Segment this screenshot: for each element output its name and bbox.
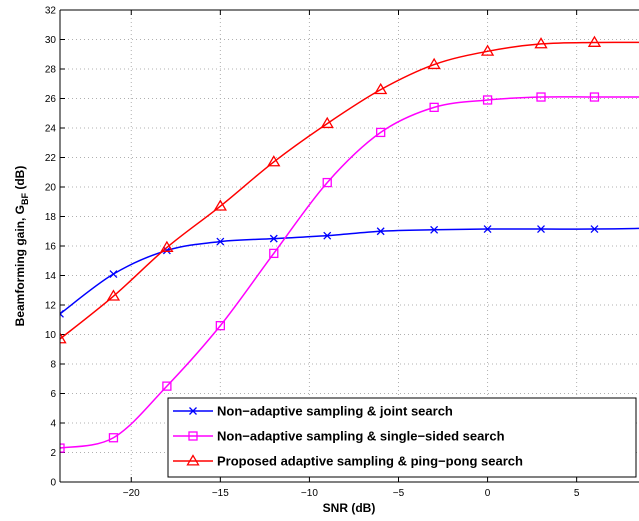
x-tick-label: 5 <box>574 488 580 499</box>
series-line <box>60 96 639 449</box>
legend-label: Non−adaptive sampling & single−sided sea… <box>217 429 505 444</box>
data-point-marker <box>589 92 600 102</box>
series-x <box>60 225 639 318</box>
data-point-marker <box>269 248 279 259</box>
y-tick-label: 14 <box>45 271 57 282</box>
data-point-marker <box>376 127 386 138</box>
y-tick-label: 2 <box>50 448 56 459</box>
legend-marker <box>189 407 197 415</box>
data-point-marker <box>480 44 495 56</box>
y-tick-label: 18 <box>45 212 57 223</box>
y-tick-label: 10 <box>45 330 57 341</box>
y-axis-title: Beamforming gain, GBF (dB) <box>13 166 30 327</box>
data-point-marker <box>106 289 121 301</box>
data-point-marker <box>534 37 548 49</box>
legend-label: Non−adaptive sampling & joint search <box>217 404 453 419</box>
data-point-marker <box>162 246 171 255</box>
legend-item: Non−adaptive sampling & joint search <box>173 404 453 419</box>
data-point-marker <box>109 270 118 278</box>
x-tick-label: −10 <box>301 488 318 499</box>
y-tick-label: 8 <box>50 360 56 371</box>
grid <box>60 10 639 482</box>
y-tick-label: 22 <box>45 153 57 164</box>
data-point-marker <box>322 177 332 188</box>
x-tick-labels: −20 −15 −10 −5 0 5 <box>123 488 580 499</box>
data-point-marker <box>269 234 278 243</box>
y-axis-title-suffix: (dB) <box>13 166 27 193</box>
y-tick-label: 12 <box>45 301 57 312</box>
data-point-marker <box>108 433 119 443</box>
y-tick-label: 26 <box>45 94 57 105</box>
y-tick-label: 16 <box>45 242 57 253</box>
data-point-marker <box>60 443 65 453</box>
y-axis-title-subscript: BF <box>20 192 30 204</box>
x-tick-label: −20 <box>123 488 140 499</box>
data-point-marker <box>376 227 385 236</box>
legend-item: Non−adaptive sampling & single−sided sea… <box>173 429 505 444</box>
data-point-marker <box>160 240 174 252</box>
x-tick-label: −5 <box>393 488 405 499</box>
data-point-marker <box>482 95 493 105</box>
data-point-marker <box>427 57 441 70</box>
y-axis-title-main: Beamforming gain, G <box>13 205 27 326</box>
data-point-marker <box>320 116 334 129</box>
data-point-marker <box>267 155 281 167</box>
data-point-marker <box>536 92 546 102</box>
data-point-marker <box>590 225 599 233</box>
data-point-marker <box>213 199 227 211</box>
legend-item: Proposed adaptive sampling & ping−pong s… <box>173 454 523 469</box>
data-point-marker <box>483 225 492 233</box>
y-tick-label: 0 <box>50 478 56 489</box>
legend-box <box>167 397 637 478</box>
data-point-marker <box>323 231 332 240</box>
series-layer <box>60 35 639 453</box>
legend-marker <box>188 431 198 441</box>
data-point-marker <box>216 237 225 246</box>
legend-marker <box>186 454 200 466</box>
data-point-marker <box>430 225 439 234</box>
x-tick-label: −15 <box>212 488 229 499</box>
data-point-marker <box>162 381 172 391</box>
y-tick-label: 28 <box>45 65 57 76</box>
series-square <box>60 92 639 453</box>
legend-label: Proposed adaptive sampling & ping−pong s… <box>217 454 523 469</box>
legend: Non−adaptive sampling & joint search Non−… <box>167 397 637 478</box>
data-point-marker <box>587 35 602 47</box>
series-line <box>60 41 639 340</box>
series-line <box>60 227 639 315</box>
data-point-marker <box>60 309 64 318</box>
data-point-marker <box>215 320 225 331</box>
y-tick-label: 20 <box>45 183 57 194</box>
series-triangle <box>60 35 639 344</box>
y-tick-label: 24 <box>45 124 57 135</box>
x-tick-label: 0 <box>485 488 491 499</box>
data-point-marker <box>60 332 67 344</box>
x-axis-title: SNR (dB) <box>323 501 376 515</box>
y-tick-label: 4 <box>50 419 56 430</box>
y-tick-label: 6 <box>50 389 56 400</box>
y-tick-label: 30 <box>45 35 57 46</box>
data-point-marker <box>537 225 545 233</box>
data-point-marker <box>374 82 388 95</box>
data-point-marker <box>429 102 439 112</box>
y-tick-label: 32 <box>45 6 57 17</box>
